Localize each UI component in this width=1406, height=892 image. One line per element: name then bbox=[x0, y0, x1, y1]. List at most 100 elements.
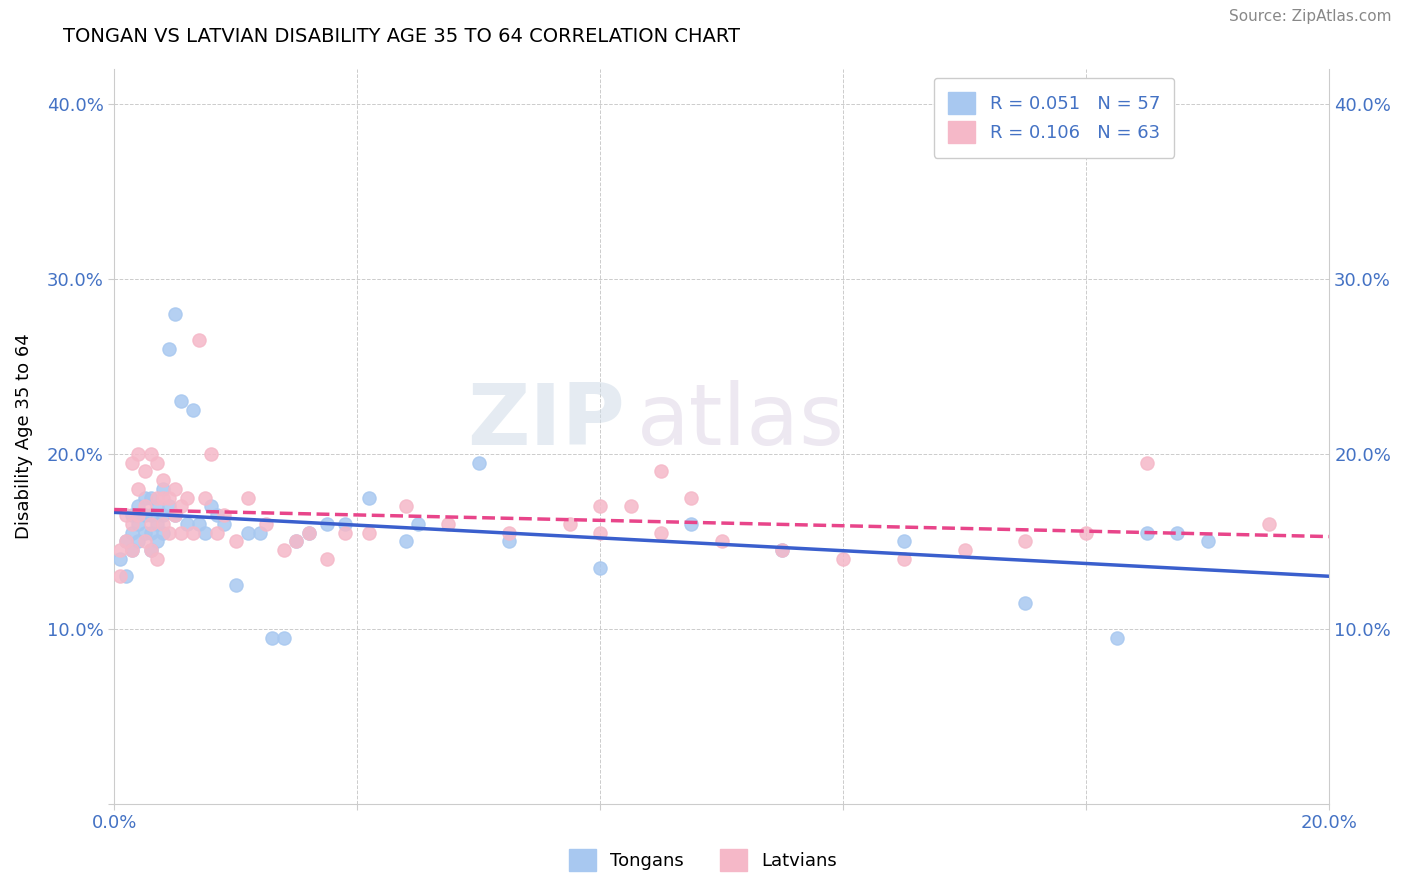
Point bbox=[145, 500, 167, 514]
Point bbox=[134, 525, 156, 540]
Text: atlas: atlas bbox=[637, 380, 845, 463]
Point bbox=[121, 516, 143, 531]
Point bbox=[163, 508, 186, 522]
Point bbox=[200, 500, 222, 514]
Point bbox=[188, 333, 211, 347]
Point bbox=[139, 491, 162, 505]
Point bbox=[194, 525, 217, 540]
Text: Source: ZipAtlas.com: Source: ZipAtlas.com bbox=[1229, 9, 1392, 24]
Point bbox=[121, 543, 143, 558]
Point bbox=[225, 578, 247, 592]
Point bbox=[650, 525, 672, 540]
Point bbox=[170, 525, 193, 540]
Point bbox=[121, 456, 143, 470]
Point bbox=[115, 508, 138, 522]
Point bbox=[145, 516, 167, 531]
Point bbox=[249, 525, 271, 540]
Point bbox=[315, 516, 337, 531]
Point bbox=[315, 551, 337, 566]
Point bbox=[498, 525, 520, 540]
Point bbox=[134, 500, 156, 514]
Point bbox=[681, 491, 703, 505]
Point bbox=[110, 551, 132, 566]
Point bbox=[333, 525, 356, 540]
Point bbox=[152, 516, 174, 531]
Point bbox=[110, 543, 132, 558]
Point bbox=[176, 491, 198, 505]
Point bbox=[207, 525, 229, 540]
Point bbox=[139, 516, 162, 531]
Point bbox=[589, 560, 612, 574]
Point bbox=[152, 473, 174, 487]
Point bbox=[145, 534, 167, 549]
Point bbox=[110, 569, 132, 583]
Point bbox=[772, 543, 794, 558]
Point bbox=[115, 534, 138, 549]
Point bbox=[115, 534, 138, 549]
Point bbox=[134, 508, 156, 522]
Point bbox=[127, 516, 149, 531]
Point bbox=[254, 516, 277, 531]
Point bbox=[139, 543, 162, 558]
Point bbox=[297, 525, 319, 540]
Point bbox=[225, 534, 247, 549]
Point bbox=[262, 631, 284, 645]
Y-axis label: Disability Age 35 to 64: Disability Age 35 to 64 bbox=[15, 334, 32, 539]
Point bbox=[1257, 516, 1279, 531]
Point bbox=[157, 500, 180, 514]
Point bbox=[121, 508, 143, 522]
Point bbox=[200, 447, 222, 461]
Point bbox=[589, 500, 612, 514]
Point bbox=[395, 500, 418, 514]
Point bbox=[359, 525, 381, 540]
Point bbox=[273, 543, 295, 558]
Point bbox=[437, 516, 460, 531]
Point bbox=[1014, 534, 1036, 549]
Point bbox=[152, 508, 174, 522]
Legend: Tongans, Latvians: Tongans, Latvians bbox=[561, 842, 845, 879]
Point bbox=[127, 482, 149, 496]
Point bbox=[467, 456, 489, 470]
Point bbox=[139, 543, 162, 558]
Point bbox=[359, 491, 381, 505]
Point bbox=[181, 403, 204, 417]
Point bbox=[121, 525, 143, 540]
Point bbox=[772, 543, 794, 558]
Point bbox=[953, 543, 976, 558]
Point bbox=[207, 508, 229, 522]
Point bbox=[297, 525, 319, 540]
Point bbox=[127, 508, 149, 522]
Point bbox=[163, 307, 186, 321]
Point bbox=[170, 394, 193, 409]
Point bbox=[1014, 596, 1036, 610]
Point bbox=[145, 551, 167, 566]
Point bbox=[1197, 534, 1219, 549]
Point bbox=[406, 516, 429, 531]
Point bbox=[212, 508, 235, 522]
Point bbox=[558, 516, 581, 531]
Point bbox=[152, 491, 174, 505]
Point bbox=[1105, 631, 1128, 645]
Point bbox=[176, 516, 198, 531]
Legend: R = 0.051   N = 57, R = 0.106   N = 63: R = 0.051 N = 57, R = 0.106 N = 63 bbox=[934, 78, 1174, 158]
Point bbox=[170, 500, 193, 514]
Point bbox=[127, 447, 149, 461]
Point bbox=[681, 516, 703, 531]
Point bbox=[273, 631, 295, 645]
Point bbox=[589, 525, 612, 540]
Point bbox=[145, 456, 167, 470]
Text: TONGAN VS LATVIAN DISABILITY AGE 35 TO 64 CORRELATION CHART: TONGAN VS LATVIAN DISABILITY AGE 35 TO 6… bbox=[63, 27, 741, 45]
Point bbox=[163, 508, 186, 522]
Point bbox=[157, 491, 180, 505]
Point bbox=[395, 534, 418, 549]
Point bbox=[236, 491, 259, 505]
Point bbox=[1076, 525, 1098, 540]
Point bbox=[893, 534, 915, 549]
Point bbox=[152, 525, 174, 540]
Point bbox=[181, 525, 204, 540]
Point bbox=[134, 534, 156, 549]
Point bbox=[127, 534, 149, 549]
Text: ZIP: ZIP bbox=[467, 380, 624, 463]
Point bbox=[333, 516, 356, 531]
Point bbox=[121, 543, 143, 558]
